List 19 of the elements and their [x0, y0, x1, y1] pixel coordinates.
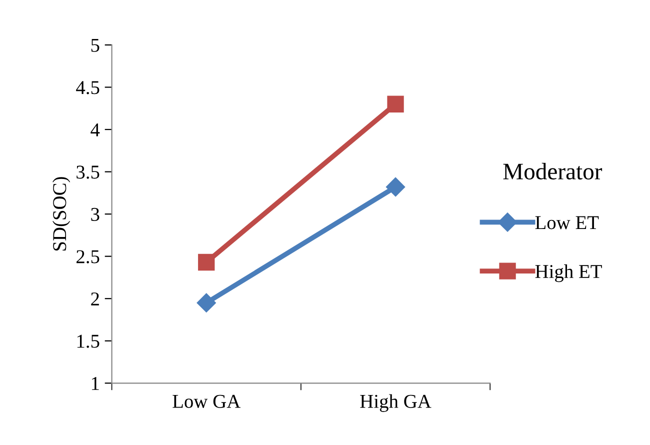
- point: [386, 177, 406, 197]
- y-tick-label: 3: [91, 208, 100, 221]
- y-tick-label: 2: [91, 292, 99, 306]
- y-axis-title: SD(SOC): [52, 177, 70, 251]
- legend-title: Moderator: [503, 162, 602, 180]
- x-tick-label: Low GA: [172, 394, 241, 408]
- y-tick-label: 5: [91, 38, 100, 52]
- x-tick-label: High GA: [360, 394, 432, 412]
- y-tick-label: 3.5: [76, 166, 100, 179]
- y-tick-label: 1.5: [77, 334, 100, 348]
- legend-label: High ET: [535, 264, 602, 282]
- point: [387, 96, 404, 112]
- y-tick-label: 1: [92, 377, 99, 390]
- y-tick-label: 4: [90, 123, 100, 136]
- y-tick-label: 2.5: [76, 250, 100, 264]
- legend-label: Low ET: [535, 216, 599, 230]
- y-tick-label: 4.5: [76, 81, 100, 94]
- point: [196, 293, 216, 312]
- point: [198, 254, 215, 271]
